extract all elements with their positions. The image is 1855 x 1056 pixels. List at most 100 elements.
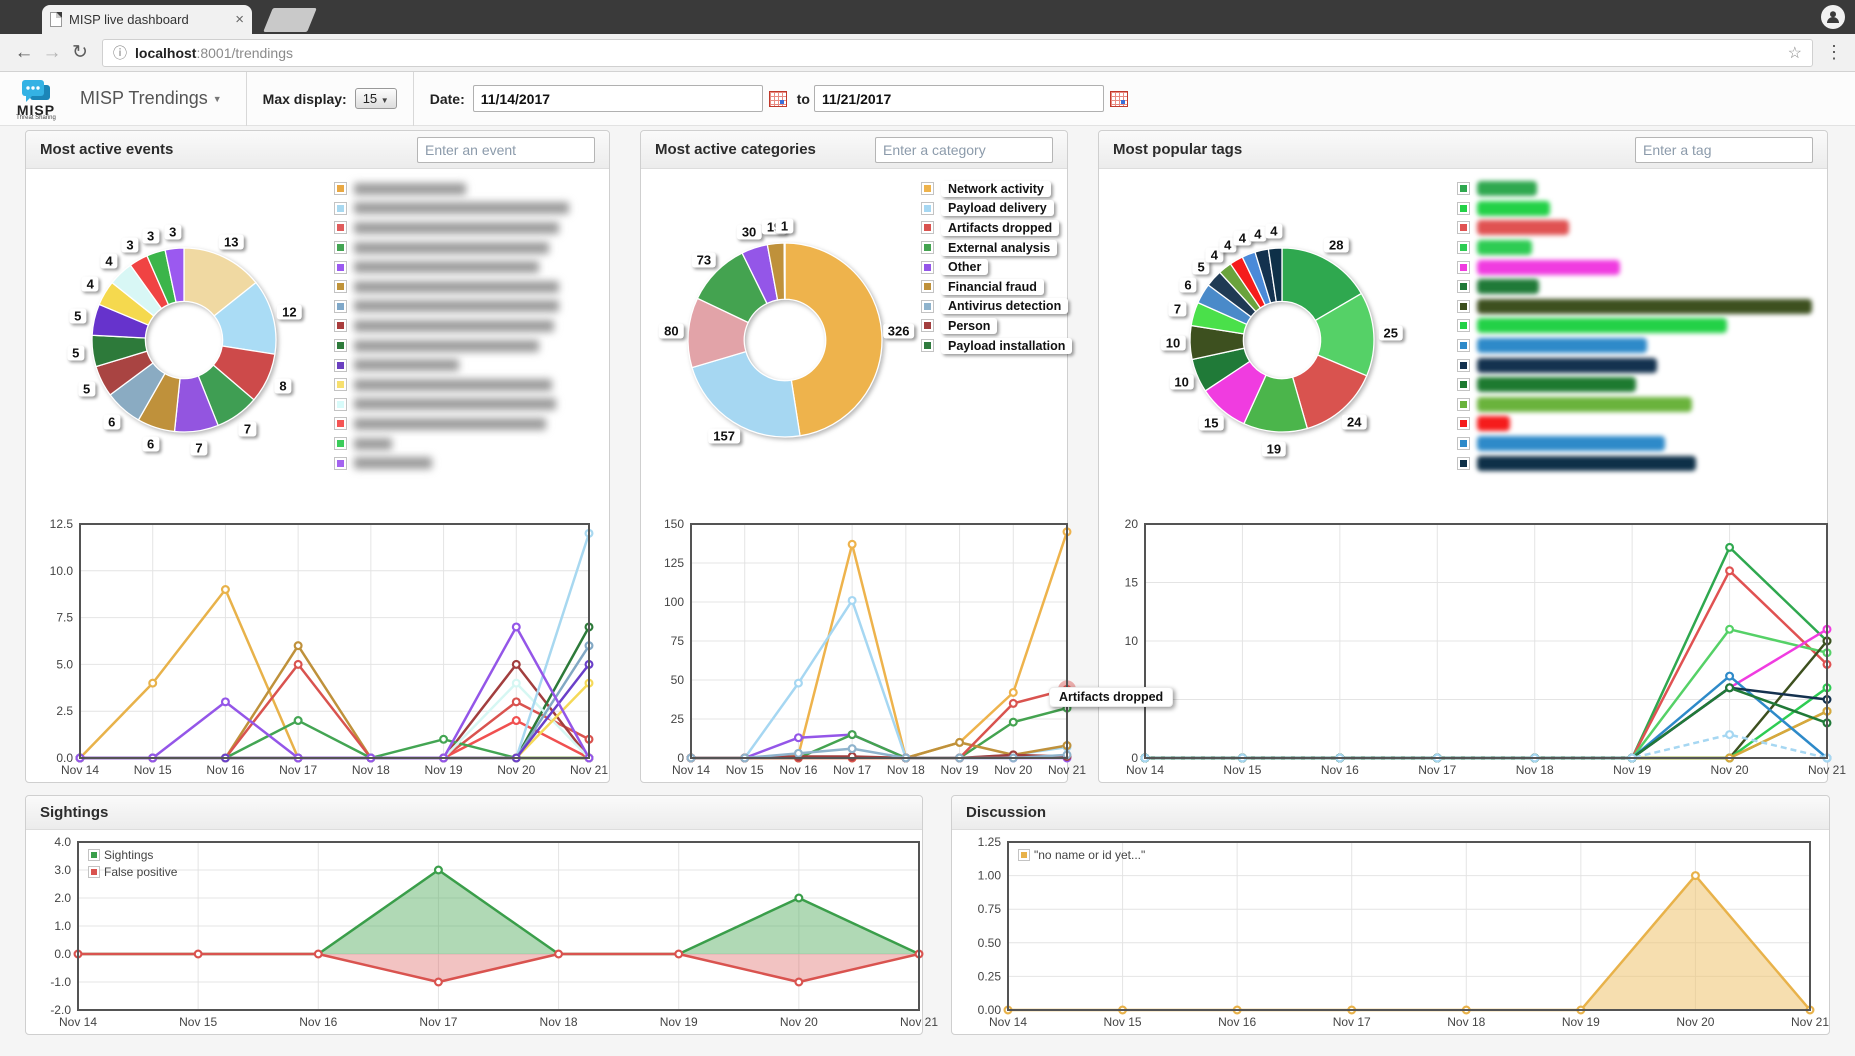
url-path: :8001/trendings — [196, 44, 293, 61]
legend-item: Artifacts dropped — [921, 218, 1072, 238]
calendar-icon[interactable] — [768, 90, 787, 107]
browser-menu-icon[interactable]: ⋮ — [1825, 42, 1843, 62]
new-tab-button[interactable] — [263, 8, 317, 32]
legend-color-swatch — [334, 437, 347, 451]
tag-pill — [1477, 181, 1537, 197]
reload-icon[interactable]: ↻ — [72, 42, 88, 63]
tag-pill — [1477, 240, 1532, 256]
svg-text:4.0: 4.0 — [54, 835, 71, 849]
svg-text:Nov 17: Nov 17 — [833, 763, 871, 777]
app-title-dropdown[interactable]: MISP Trendings ▼ — [80, 88, 222, 108]
svg-text:0.00: 0.00 — [978, 1003, 1002, 1017]
legend-color-swatch — [88, 848, 100, 861]
category-search-input[interactable] — [875, 136, 1053, 163]
blurred-text — [354, 398, 556, 411]
svg-text:Nov 16: Nov 16 — [1218, 1015, 1256, 1029]
svg-text:2.5: 2.5 — [56, 704, 73, 718]
categories-donut-chart[interactable]: 326 157 80 73 30 19 1 — [649, 175, 921, 514]
url-bar[interactable]: ⓘ localhost :8001/trendings ☆ — [102, 38, 1813, 67]
legend-label: Artifacts dropped — [941, 219, 1060, 236]
legend-color-swatch — [1457, 260, 1470, 274]
legend-item — [334, 316, 601, 336]
svg-text:10: 10 — [1125, 634, 1139, 648]
panel-title: Discussion — [966, 804, 1047, 821]
svg-text:-2.0: -2.0 — [50, 1003, 71, 1017]
donut-value-label: 19 — [1261, 441, 1287, 457]
donut-value-label: 6 — [142, 436, 160, 452]
categories-line-chart[interactable]: 0 25 50 75 100 125 150 Nov 14 Nov 15 Nov 16 Nov 17… — [651, 514, 1086, 787]
back-icon[interactable]: ← — [14, 41, 34, 63]
categories-legend: Network activity Payload delivery Artifact… — [921, 179, 1073, 514]
svg-text:12.5: 12.5 — [50, 517, 74, 531]
donut-value-label: 1 — [775, 218, 794, 234]
svg-text:25: 25 — [671, 712, 685, 726]
svg-text:Nov 15: Nov 15 — [1223, 763, 1261, 777]
legend-color-swatch — [1457, 397, 1470, 411]
svg-text:2.0: 2.0 — [54, 891, 71, 905]
calendar-icon[interactable] — [1109, 90, 1128, 107]
svg-text:Nov 19: Nov 19 — [1613, 763, 1651, 777]
tags-donut-chart[interactable]: 28 25 24 19 15 10 10 7 6 5 4 4 4 4 4 — [1107, 175, 1457, 514]
legend-color-swatch — [88, 865, 100, 878]
donut-value-label: 6 — [1179, 277, 1197, 293]
donut-value-label: 7 — [1168, 301, 1187, 317]
legend-color-swatch — [1457, 378, 1470, 392]
discussion-chart[interactable]: "no name or id yet..." 0.00 0.25 0.50 0.75 1… — [962, 832, 1830, 1039]
profile-icon[interactable] — [1821, 5, 1845, 29]
svg-text:Nov 19: Nov 19 — [1562, 1015, 1600, 1029]
svg-text:1.00: 1.00 — [978, 869, 1002, 883]
legend-item — [1457, 179, 1819, 199]
svg-text:Nov 16: Nov 16 — [299, 1015, 337, 1029]
blurred-text — [354, 202, 569, 215]
svg-text:Nov 17: Nov 17 — [1333, 1015, 1371, 1029]
blurred-text — [354, 182, 466, 195]
legend-label: Financial fraud — [941, 278, 1044, 295]
legend-color-swatch — [1457, 417, 1470, 431]
svg-text:Nov 16: Nov 16 — [1321, 763, 1359, 777]
donut-value-label: 4 — [81, 276, 99, 292]
panel-title: Most active events — [40, 141, 174, 158]
legend-item: Payload installation — [921, 336, 1073, 356]
max-display-select[interactable]: 15 ▼ — [354, 88, 397, 109]
tag-pill — [1477, 377, 1636, 393]
misp-logo[interactable]: MISP Threat Sharing — [0, 77, 72, 121]
donut-value-label: 25 — [1378, 325, 1403, 341]
events-legend — [334, 179, 601, 514]
panel-title: Sightings — [40, 804, 109, 821]
legend-item — [334, 297, 601, 317]
discussion-legend: "no name or id yet..." — [1018, 846, 1145, 863]
info-icon[interactable]: ⓘ — [113, 44, 127, 61]
bookmark-star-icon[interactable]: ☆ — [1787, 44, 1802, 62]
legend-item — [1457, 199, 1819, 219]
svg-text:0.50: 0.50 — [978, 936, 1002, 950]
svg-text:Nov 17: Nov 17 — [419, 1015, 457, 1029]
date-from-input[interactable] — [472, 85, 763, 112]
event-search-input[interactable] — [417, 136, 595, 163]
browser-tab-bar: MISP live dashboard × — [0, 0, 1855, 34]
svg-text:7.5: 7.5 — [56, 611, 73, 625]
donut-value-label: 326 — [882, 323, 915, 339]
legend-color-swatch — [334, 456, 347, 470]
svg-text:Nov 21: Nov 21 — [1048, 763, 1086, 777]
browser-tab[interactable]: MISP live dashboard × — [42, 5, 252, 34]
tab-close-icon[interactable]: × — [235, 11, 244, 28]
tag-search-input[interactable] — [1635, 136, 1813, 163]
tag-pill — [1477, 220, 1569, 236]
legend-item — [1457, 297, 1819, 317]
events-donut-chart[interactable]: 13 12 8 7 7 6 6 5 5 5 4 4 3 3 3 — [34, 175, 334, 514]
legend-color-swatch — [334, 299, 347, 313]
legend-item — [334, 375, 601, 395]
legend-color-swatch — [334, 319, 347, 333]
max-display-label: Max display: — [262, 90, 347, 107]
donut-value-label: 4 — [1219, 237, 1237, 253]
date-to-input[interactable] — [813, 85, 1104, 112]
svg-text:0.75: 0.75 — [978, 902, 1002, 916]
events-line-chart[interactable]: 0.0 2.5 5.0 7.5 10.0 12.5 Nov 14 Nov 15 Nov 16 No… — [36, 514, 609, 787]
forward-icon[interactable]: → — [42, 41, 62, 63]
svg-text:0.25: 0.25 — [978, 969, 1002, 983]
sightings-chart[interactable]: Sightings False positive 4.0 3.0 2.0 1.0 0.0 -… — [36, 832, 938, 1039]
legend-color-swatch — [334, 260, 347, 274]
legend-item: Payload delivery — [921, 199, 1072, 219]
